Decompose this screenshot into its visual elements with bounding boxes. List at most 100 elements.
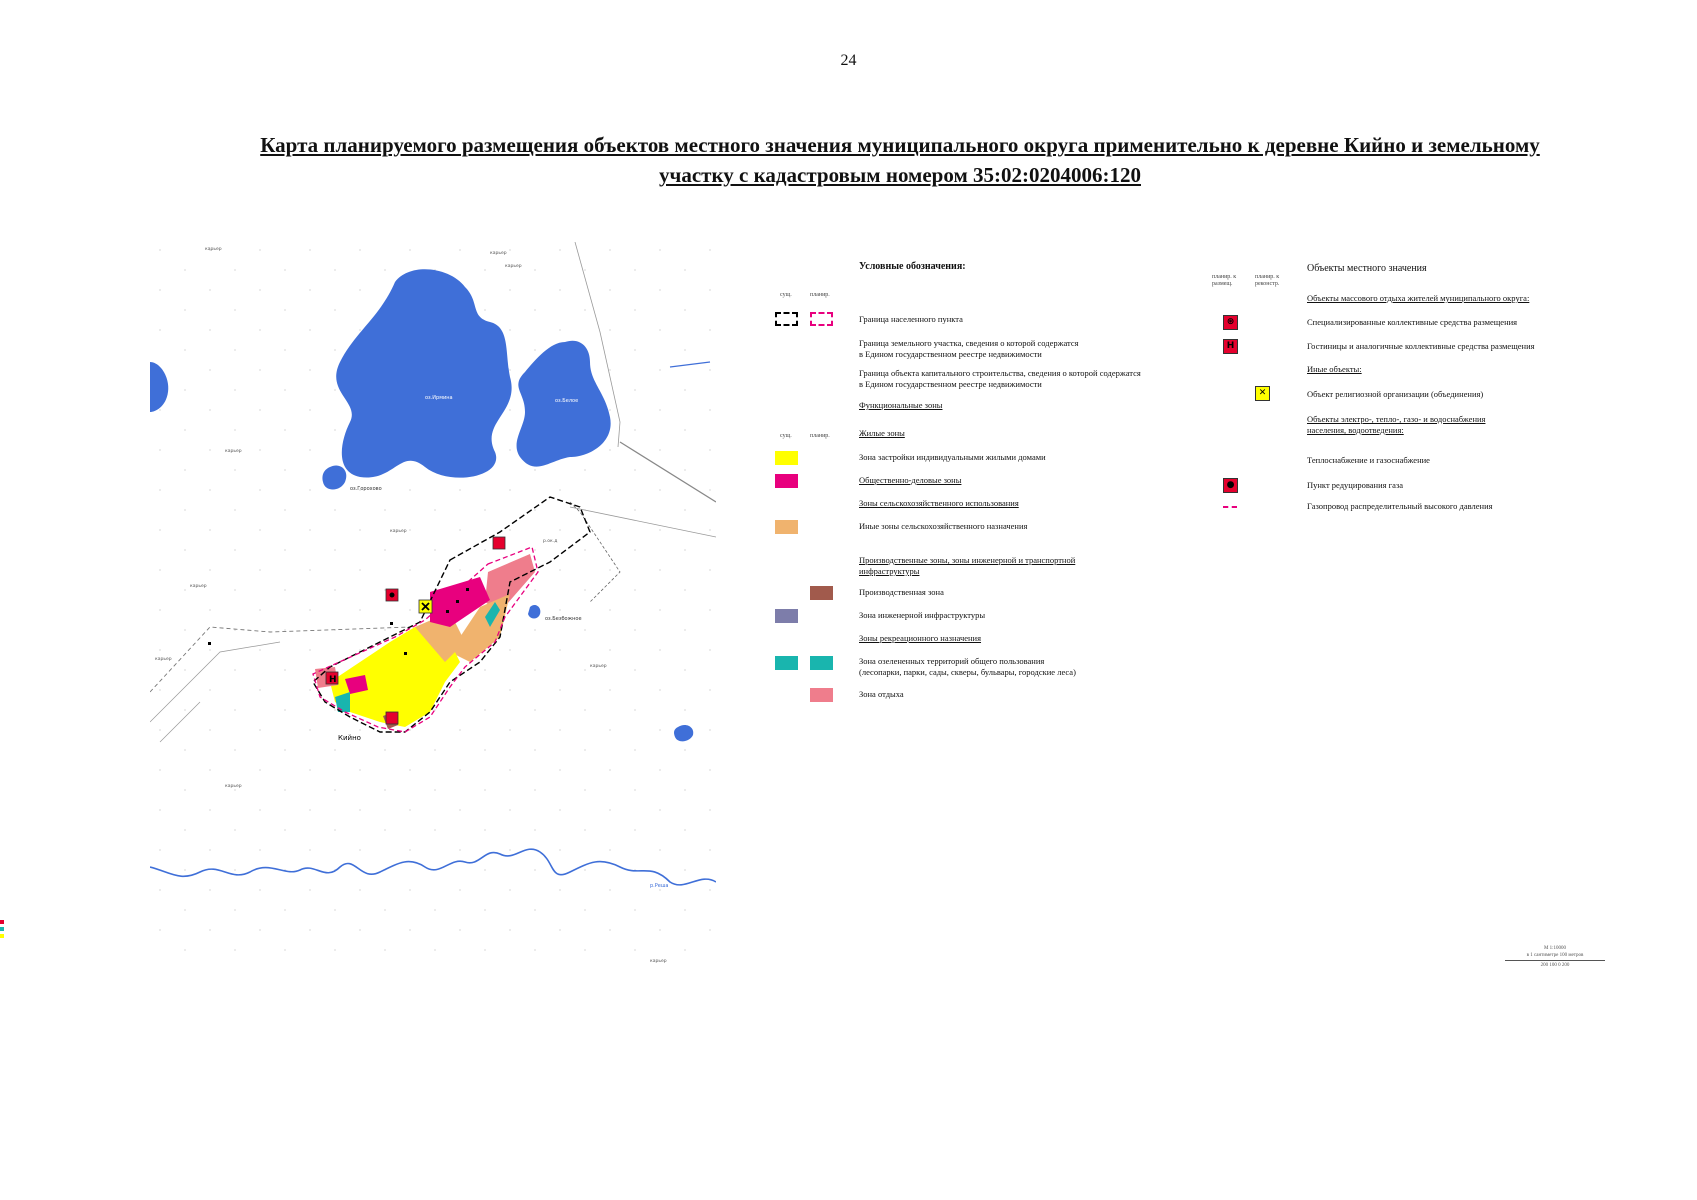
road-line (150, 641, 281, 723)
legend-capital-object-border-2: в Едином государственном реестре недвижи… (859, 379, 1042, 389)
legend-other-agricultural: Иные зоны сельскохозяйственного назначен… (859, 521, 1028, 531)
building-mark (456, 600, 459, 603)
road-line (569, 506, 716, 538)
trail-label: р.ок.д (543, 539, 557, 544)
zone-green (485, 602, 500, 627)
swatch-production (810, 586, 833, 600)
map-title: Карта планируемого размещения объектов м… (200, 130, 1600, 190)
map-symbol-hotel (325, 671, 339, 685)
quarry-label: карьер (155, 657, 172, 662)
legend-heading: Условные обозначения: (859, 261, 966, 272)
legend-mass-recreation: Объекты массового отдыха жителей муницип… (1307, 293, 1530, 303)
lake-bezbozhnoe (528, 604, 541, 619)
col-existing-label: сущ. (780, 292, 792, 298)
settlement-border-planned (312, 546, 539, 733)
river-label: р.Реша (650, 883, 669, 889)
title-line-2: участку с кадастровым номером 35:02:0204… (659, 163, 1141, 187)
col-planned-placement-2: размещ. (1212, 281, 1233, 287)
swatch-engineering (775, 609, 798, 623)
swatch-other-agricultural (775, 520, 798, 534)
lake-irmina (336, 269, 512, 478)
road-line (159, 701, 201, 743)
village-label: Кийно (338, 734, 361, 742)
col-planned-label: планир. (810, 292, 830, 298)
legend-public-business: Общественно-деловые зоны (859, 475, 962, 485)
quarry-label: карьер (225, 449, 242, 454)
legend-functional-zones: Функциональные зоны (859, 400, 943, 410)
legend-settlement-border: Граница населенного пункта (859, 314, 963, 324)
zone-housing (330, 627, 460, 727)
map-symbol-specialized (385, 711, 399, 725)
svg-text:Н: Н (329, 675, 337, 685)
quarry-label: карьер (590, 664, 607, 669)
settlement-border-planned-swatch (810, 312, 833, 326)
legend-utilities-1: Объекты электро-, тепло-, газо- и водосн… (1307, 414, 1486, 424)
quarry-label: карьер (205, 247, 222, 252)
legend-heat-gas: Теплоснабжение и газоснабжение (1307, 455, 1430, 465)
lake-small (674, 724, 694, 742)
swatch-green-existing (775, 656, 798, 670)
legend-green-areas-1: Зона озелененных территорий общего польз… (859, 656, 1045, 666)
settlement-border-existing-swatch (775, 312, 798, 326)
river-resha (150, 848, 716, 886)
swatch-rest (810, 688, 833, 702)
col-planned-reconstruction-2: реконстр. (1255, 281, 1280, 287)
scale-description: в 1 сантиметре 100 метров (1526, 953, 1584, 958)
road-line (619, 441, 716, 503)
legend-production-zones-2: инфраструктуры (859, 566, 920, 576)
printer-marks (0, 920, 4, 950)
legend-green-areas-2: (лесопарки, парки, сады, скверы, бульвар… (859, 667, 1076, 677)
lake-label-beloe: оз.Белое (555, 398, 578, 404)
swatch-housing (775, 451, 798, 465)
col-planned-label-2: планир. (810, 433, 830, 439)
symbol-hotel: Н (1223, 339, 1238, 354)
lake-gorokhovo (322, 465, 347, 490)
map-legend: Условные обозначения: сущ. планир. Грани… (770, 260, 1670, 780)
legend-specialized-accommodation: Специализированные коллективные средства… (1307, 317, 1518, 327)
legend-religious: Объект религиозной организации (объедине… (1307, 389, 1484, 399)
lake-left (150, 362, 169, 412)
building-mark (404, 652, 407, 655)
quarry-label: карьер (505, 264, 522, 269)
road-line (150, 626, 411, 693)
col-existing-label-2: сущ. (780, 433, 792, 439)
title-line-1: Карта планируемого размещения объектов м… (260, 133, 1540, 157)
zone-green (335, 692, 350, 712)
legend-land-plot-border-1: Граница земельного участка, сведения о к… (859, 338, 1079, 348)
legend-residential-zones: Жилые зоны (859, 428, 905, 438)
col-planned-placement-1: планир. к (1212, 274, 1237, 280)
col-planned-reconstruction-1: планир. к (1255, 274, 1280, 280)
building-mark (208, 642, 211, 645)
map-symbol-specialized (492, 536, 506, 550)
page-number: 24 (840, 52, 857, 69)
symbol-gas-reduction: ● (1223, 478, 1238, 493)
lake-label-gorokhovo: оз.Горохово (350, 486, 382, 492)
scale-ticks: 200 100 0 200 (1540, 963, 1570, 968)
building-mark (466, 588, 469, 591)
legend-individual-housing: Зона застройки индивидуальными жилыми до… (859, 452, 1046, 462)
legend-local-objects: Объекты местного значения (1307, 263, 1427, 274)
quarry-label: карьер (490, 251, 507, 256)
scale-ratio: М 1:10000 (1543, 946, 1567, 951)
legend-gas-reduction: Пункт редуцирования газа (1307, 480, 1404, 490)
legend-production-zones-1: Производственные зоны, зоны инженерной и… (859, 555, 1076, 565)
road-line (669, 361, 711, 368)
scale-bar: М 1:10000 в 1 сантиметре 100 метров 200 … (1495, 945, 1615, 969)
swatch-green-planned (810, 656, 833, 670)
quarry-label: карьер (225, 784, 242, 789)
legend-hotels: Гостиницы и аналогичные коллективные сре… (1307, 341, 1535, 351)
legend-engineering-zone: Зона инженерной инфраструктуры (859, 610, 986, 620)
lake-label-irmina: оз.Ирмина (425, 395, 453, 401)
lake-beloe (516, 340, 611, 467)
quarry-label: карьер (650, 959, 667, 964)
legend-land-plot-border-2: в Едином государственном реестре недвижи… (859, 349, 1042, 359)
symbol-gas-pipeline (1223, 506, 1237, 508)
road-line (569, 501, 621, 603)
legend-recreational-zones: Зоны рекреационного назначения (859, 633, 982, 643)
settlement-border-existing (312, 496, 591, 733)
lake-label-bezbozhnoe: оз.Безбожное (545, 616, 582, 622)
legend-capital-object-border-1: Граница объекта капитального строительст… (859, 368, 1141, 378)
legend-agricultural-zones: Зоны сельскохозяйственного использования (859, 498, 1019, 508)
swatch-public-business (775, 474, 798, 488)
legend-rest-zone: Зона отдыха (859, 689, 904, 699)
